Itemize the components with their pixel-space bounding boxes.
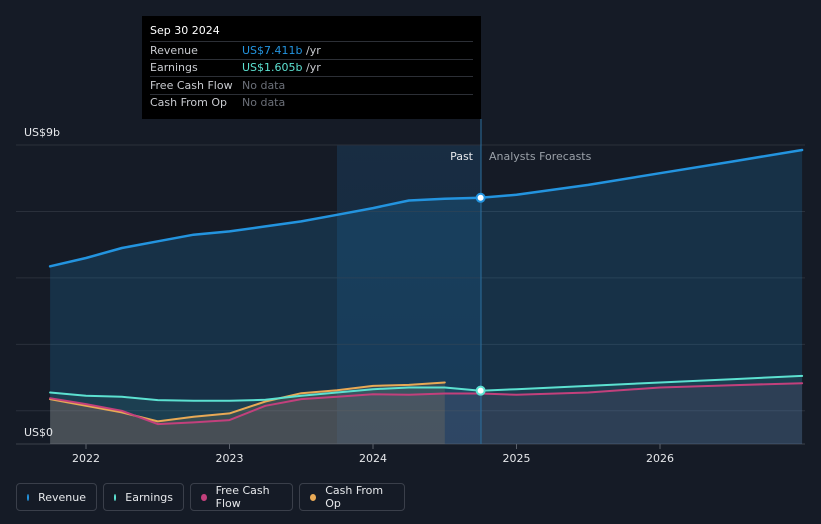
earnings-area (50, 375, 803, 444)
tooltip-row-revenue: Revenue US$7.411b /yr (150, 41, 473, 59)
x-axis-ticks: 2022 2023 2024 2025 2026 (72, 444, 674, 465)
x-tick-label: 2023 (216, 452, 244, 465)
tooltip-row-label: Earnings (150, 61, 198, 75)
free-cash-flow-dot-icon (201, 493, 207, 501)
free-cash-flow-area (50, 383, 803, 444)
tooltip-date: Sep 30 2024 (150, 24, 220, 37)
x-tick-label: 2025 (503, 452, 531, 465)
tooltip-markers (475, 192, 486, 396)
revenue-area (50, 150, 803, 444)
tooltip-row-label: Cash From Op (150, 96, 228, 110)
forecast-label: Analysts Forecasts (489, 150, 592, 163)
legend-item-revenue[interactable]: Revenue (16, 483, 97, 511)
tooltip-row-cfo: Cash From Op No data (150, 93, 473, 112)
cash-from-op-line (49, 381, 446, 423)
legend-item-earnings[interactable]: Earnings (103, 483, 184, 511)
tooltip-row-fcf: Free Cash Flow No data (150, 76, 473, 94)
tooltip-row-earnings: Earnings US$1.605b /yr (150, 58, 473, 77)
tooltip: Sep 30 2024 Revenue US$7.411b /yr Earnin… (142, 16, 481, 119)
revenue-dot-icon (27, 493, 30, 501)
x-tick-label: 2024 (359, 452, 387, 465)
free-cash-flow-line (49, 382, 804, 426)
earnings-dot-icon (114, 493, 117, 501)
x-tick-label: 2022 (72, 452, 100, 465)
tooltip-row-value: No data (242, 78, 286, 92)
tooltip-row-unit: /yr (302, 61, 321, 75)
y-axis-top-label: US$9b (24, 126, 60, 139)
revenue-marker (475, 192, 486, 203)
x-tick-label: 2026 (646, 452, 674, 465)
tooltip-row-value: No data (242, 96, 286, 110)
series-areas (50, 150, 803, 444)
legend: Revenue Earnings Free Cash Flow Cash Fro… (16, 483, 405, 511)
tooltip-row-value: US$7.411b (242, 43, 303, 57)
tooltip-row-unit: /yr (302, 43, 321, 57)
legend-label: Revenue (38, 490, 86, 504)
legend-label: Cash From Op (325, 484, 384, 510)
past-label: Past (450, 150, 474, 163)
legend-item-free-cash-flow[interactable]: Free Cash Flow (190, 483, 293, 511)
gridlines (16, 144, 805, 445)
cash-from-op-dot-icon (310, 493, 317, 501)
legend-label: Earnings (125, 490, 173, 504)
y-axis-bottom-label: US$0 (24, 426, 53, 439)
legend-label: Free Cash Flow (215, 484, 270, 510)
tooltip-row-label: Revenue (150, 43, 198, 57)
revenue-line (48, 148, 804, 268)
legend-item-cash-from-op[interactable]: Cash From Op (299, 483, 405, 511)
earnings-marker (475, 385, 486, 396)
tooltip-row-value: US$1.605b (242, 61, 303, 75)
series-lines (48, 148, 804, 426)
earnings-line (49, 374, 804, 402)
tooltip-row-label: Free Cash Flow (150, 78, 233, 92)
